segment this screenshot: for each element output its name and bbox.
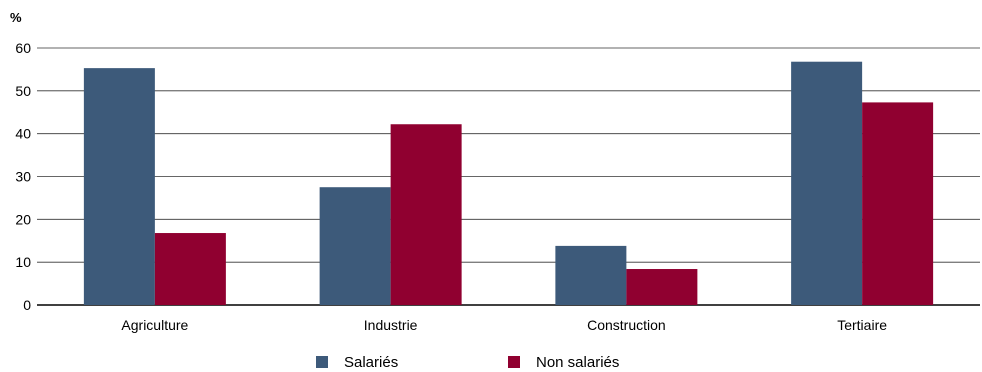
- bars: [83, 61, 934, 305]
- y-tick-label: 30: [15, 169, 31, 185]
- x-category-label: Construction: [587, 317, 666, 333]
- y-tick-label: 40: [15, 126, 31, 142]
- y-tick-label: 60: [15, 40, 31, 56]
- legend-swatch: [316, 356, 328, 368]
- x-category-label: Agriculture: [121, 317, 188, 333]
- x-category-label: Tertiaire: [837, 317, 887, 333]
- bar-non-salaries-tertiaire: [862, 102, 934, 305]
- legend: Salariés Non salariés: [316, 354, 619, 371]
- bar-salaries-tertiaire: [791, 61, 863, 305]
- y-axis-unit-label: %: [10, 10, 22, 25]
- x-category-label: Industrie: [364, 317, 418, 333]
- bar-non-salaries-construction: [626, 269, 698, 305]
- legend-label: Non salariés: [536, 354, 619, 371]
- y-axis-ticks: 0 10 20 30 40 50 60: [15, 40, 31, 313]
- bar-salaries-agriculture: [83, 68, 155, 305]
- y-tick-label: 20: [15, 211, 31, 227]
- y-tick-label: 50: [15, 83, 31, 99]
- legend-swatch: [508, 356, 520, 368]
- bar-salaries-construction: [555, 245, 627, 305]
- bar-non-salaries-agriculture: [154, 233, 226, 305]
- legend-label: Salariés: [344, 354, 398, 371]
- x-axis-labels: Agriculture Industrie Construction Tertiair…: [121, 317, 887, 333]
- y-tick-label: 10: [15, 254, 31, 270]
- y-tick-label: 0: [23, 297, 31, 313]
- bar-non-salaries-industrie: [390, 124, 462, 305]
- bar-salaries-industrie: [319, 187, 391, 305]
